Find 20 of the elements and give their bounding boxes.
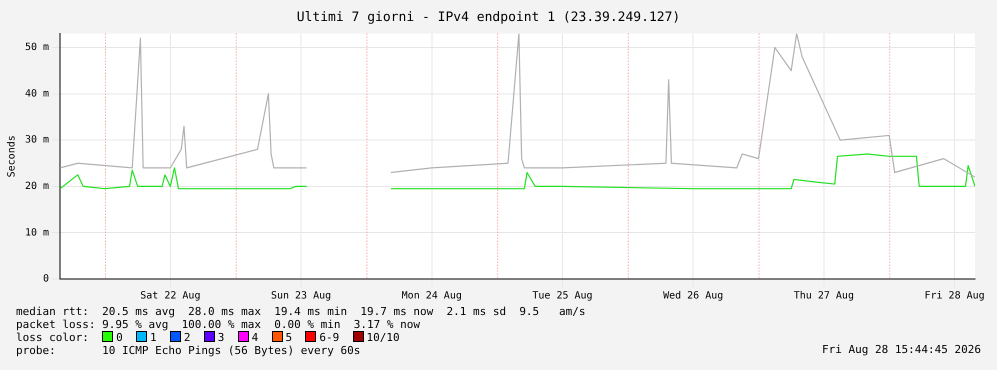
chart-title: Ultimi 7 giorni - IPv4 endpoint 1 (23.39.249.127) — [296, 10, 680, 26]
y-tick-label: 20 m — [24, 180, 50, 192]
x-tick-label: Fri 28 Aug — [924, 290, 985, 302]
text: median rtt: 20.5 ms avg 28.0 ms max 19.4 ms min 19.7 ms now 2.1 ms sd 9.5 am/s — [16, 305, 587, 318]
y-tick-label: 10 m — [24, 227, 50, 238]
x-tick-label: Sat 22 Aug — [140, 290, 200, 302]
text: probe: 10 ICMP Echo Pings (56 Bytes) every 60s — [16, 344, 360, 356]
y-tick-label: 40 m — [24, 88, 50, 100]
y-tick-label: 50 m — [24, 42, 50, 54]
y-tick-label: 0 — [43, 274, 50, 285]
y-axis-title: Seconds — [6, 135, 18, 178]
x-tick-label: Thu 27 Aug — [794, 290, 854, 302]
text: packet loss: 9.95 % avg 100.00 % max 0.00 % min 3.17 % now — [16, 318, 421, 331]
x-tick-label: Sun 23 Aug — [270, 290, 332, 302]
text: Fri Aug 28 15:44:45 2026 — [822, 342, 981, 356]
x-tick-label: Tue 25 Aug — [532, 290, 593, 302]
x-tick-label: Wed 26 Aug — [663, 290, 724, 302]
y-tick-label: 30 m — [24, 134, 50, 146]
text: loss color: 0 1 2 3 4 5 6-9 10/10 — [16, 331, 400, 344]
x-tick-label: Mon 24 Aug — [402, 290, 462, 302]
